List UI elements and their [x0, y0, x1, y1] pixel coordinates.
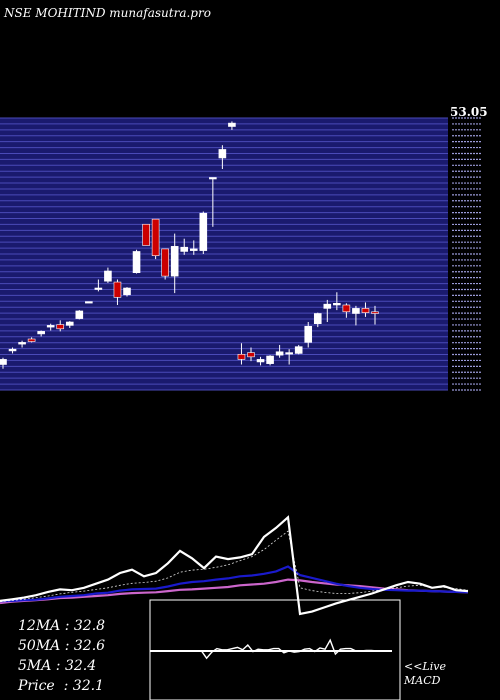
candle-body [85, 301, 93, 304]
candle-body [46, 325, 55, 328]
candle-body [180, 246, 189, 252]
candle-body [27, 338, 36, 342]
last-price-label: 53.05 [450, 105, 488, 119]
moving-average-panel: 12MA : 32.8 50MA : 32.6 5MA : 32.4 Price… [18, 616, 105, 696]
candle-body [237, 353, 246, 360]
candle-body [132, 251, 141, 273]
candle-body [56, 324, 65, 330]
candle-body [313, 313, 322, 324]
candle-body [18, 342, 26, 345]
candle-body [342, 304, 351, 313]
candle-body [142, 223, 150, 246]
candle-body [209, 177, 217, 180]
ma-line-fast [0, 515, 469, 616]
candle-body [161, 248, 169, 277]
ma-line-mid [0, 565, 469, 603]
candle-body [189, 248, 198, 251]
ma-5-label: 5MA [18, 658, 52, 674]
ma-12-row: 12MA : 32.8 [18, 618, 106, 634]
candle-body [123, 287, 131, 296]
candle-body [352, 308, 360, 314]
candle-body [113, 281, 122, 298]
candle-body [266, 355, 274, 364]
price-grid: 53.05 [0, 105, 488, 391]
candle-body [361, 308, 370, 313]
candle-body [294, 346, 303, 354]
ma-line-dotted [0, 530, 469, 603]
candle-body [247, 352, 255, 358]
candle-body [304, 325, 313, 343]
candle-body [275, 351, 284, 356]
candle-body [37, 331, 45, 335]
candle-body [104, 270, 112, 282]
candle-body [75, 310, 84, 319]
ma-12-label: 12MA [18, 618, 61, 634]
candle-body [151, 218, 160, 256]
candle-body [285, 352, 293, 355]
candle-body [65, 321, 74, 326]
macd-legend: <<Live MACD [404, 660, 446, 688]
chart-title: NSE MOHITIND munafasutra.pro [4, 6, 211, 20]
macd-panel [149, 599, 401, 700]
macd-label: MACD [404, 674, 441, 687]
candle-body [94, 287, 103, 290]
price-value: 32.1 [72, 678, 104, 694]
candle-body [371, 311, 379, 314]
candle-body [170, 246, 179, 277]
candle-body [323, 303, 332, 309]
ma-50-row: 50MA : 32.6 [18, 638, 106, 654]
live-label: <<Live [404, 660, 446, 673]
candle-body [0, 359, 7, 365]
candle-body [333, 302, 341, 306]
candle-body [228, 122, 236, 127]
ma-5-row: 5MA : 32.4 [18, 658, 97, 674]
ma-50-value: 32.6 [73, 638, 106, 654]
candle-body [199, 212, 208, 251]
candle-body [256, 359, 265, 363]
price-row: Price : 32.1 [18, 678, 104, 694]
candle-body [8, 348, 17, 352]
ma-50-label: 50MA [18, 638, 61, 654]
ma-12-value: 32.8 [73, 618, 106, 634]
macd-line [150, 638, 392, 660]
candlestick-series [0, 121, 379, 369]
candle-body [218, 149, 227, 159]
indicator-lines [0, 515, 469, 616]
ma-5-value: 32.4 [64, 658, 97, 674]
price-label: Price [18, 678, 64, 694]
